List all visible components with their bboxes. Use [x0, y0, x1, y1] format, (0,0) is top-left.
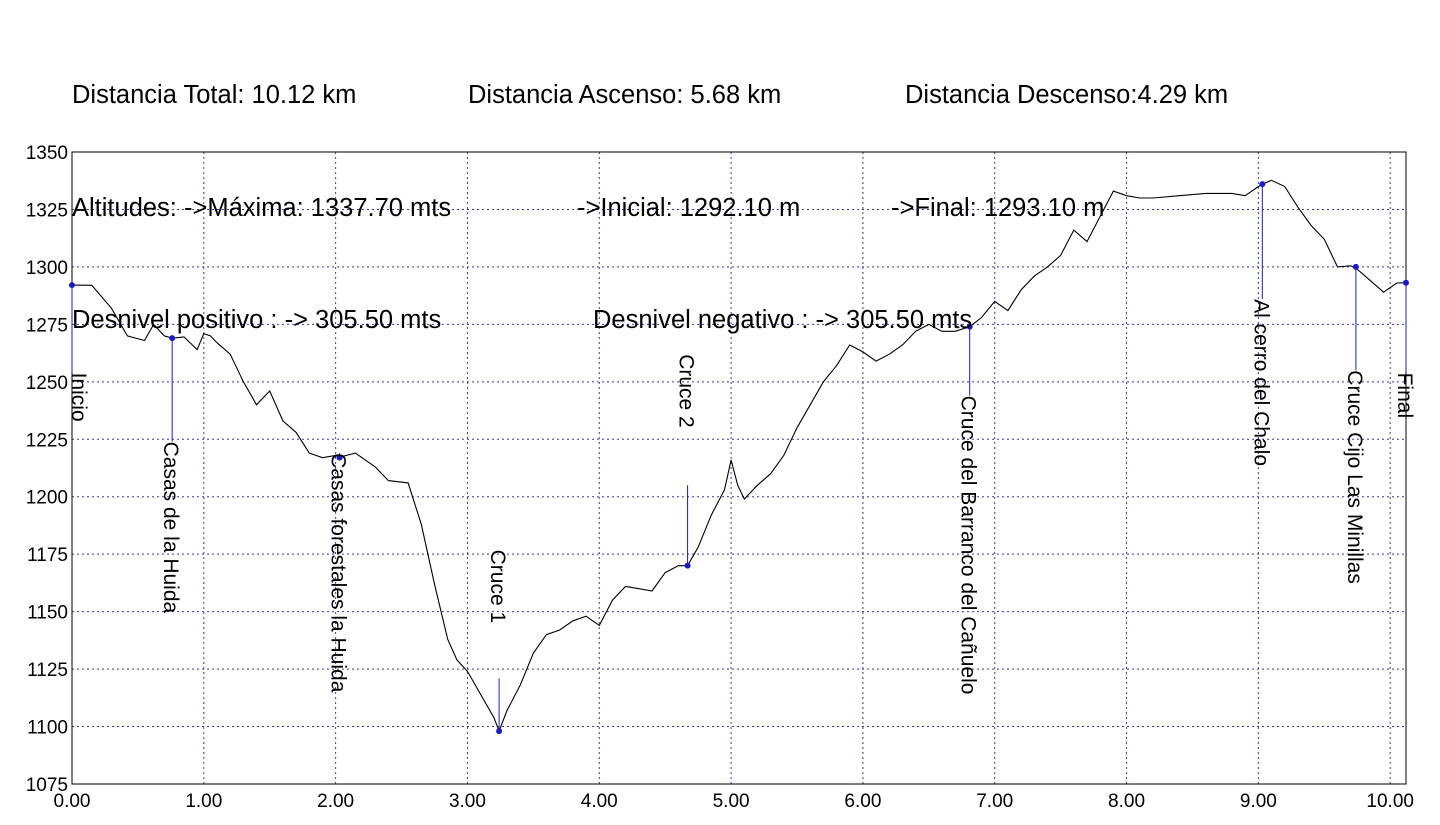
initial-altitude: ->Inicial: 1292.10 m: [577, 193, 801, 222]
y-tick-label: 1125: [27, 660, 68, 681]
ascent-distance: Distancia Ascenso: 5.68 km: [468, 81, 782, 109]
max-altitude: Altitudes: ->Máxima: 1337.70 mts: [72, 193, 452, 222]
plot-frame: [71, 151, 1407, 785]
y-tick-label: 1275: [26, 315, 68, 336]
y-tick-label: 1250: [26, 373, 68, 394]
waypoint-label: Inicio: [67, 373, 90, 422]
y-tick-label: 1200: [26, 488, 68, 509]
x-axis-tick-labels: 0.00 1.00 2.00 3.00 4.00 5.00 6.00 7.00 8.00 9.00…: [54, 791, 1414, 812]
x-tick-label: 10.00: [1366, 791, 1414, 812]
waypoint-marker: [684, 562, 691, 569]
x-tick-label: 8.00: [1108, 791, 1145, 812]
waypoint-marker: [169, 335, 176, 342]
waypoint-label: Casas forestales la Huida: [327, 453, 350, 693]
route-summary: Distancia Total: 10.12 km Distancia Ascen…: [72, 2, 1228, 377]
waypoint-marker: [1352, 263, 1359, 270]
total-distance: Distancia Total: 10.12 km: [72, 81, 357, 109]
y-axis-tick-labels: 1350 1325 1300 1275 1250 1225 1200 1175 1150 1125…: [26, 143, 68, 796]
x-tick-label: 1.00: [185, 791, 222, 812]
waypoint-label: Cruce Cijo Las Minillas: [1343, 370, 1366, 584]
y-tick-label: 1175: [27, 545, 68, 566]
x-tick-label: 0.00: [54, 791, 91, 812]
waypoint-marker: [496, 728, 503, 735]
y-tick-label: 1225: [26, 430, 68, 451]
summary-row-altitudes: Altitudes: ->Máxima: 1337.70 mts ->Inicia…: [72, 190, 1228, 228]
x-tick-label: 6.00: [844, 791, 881, 812]
waypoint-marker: [1259, 181, 1266, 188]
waypoint-marker: [69, 282, 75, 289]
waypoint-label: Final: [1393, 373, 1416, 419]
elevation-line: [71, 179, 1407, 733]
positive-elevation-gain: Desnivel positivo : -> 305.50 mts: [72, 306, 442, 334]
y-tick-label: 1150: [27, 603, 68, 624]
y-tick-label: 1300: [26, 258, 68, 279]
waypoint-marker: [1403, 279, 1409, 286]
x-tick-label: 3.00: [449, 791, 486, 812]
waypoint-marker: [336, 454, 343, 461]
waypoint-label: Al cerro del Chalo: [1249, 299, 1272, 466]
x-tick-label: 2.00: [317, 791, 354, 812]
x-tick-label: 9.00: [1240, 791, 1277, 812]
negative-elevation-gain: Desnivel negativo : -> 305.50 mts: [593, 306, 973, 334]
y-tick-label: 1075: [26, 775, 68, 796]
x-tick-label: 5.00: [713, 791, 750, 812]
waypoint-stems: [71, 184, 1407, 732]
x-tick-label: 7.00: [976, 791, 1013, 812]
y-tick-label: 1350: [26, 143, 68, 164]
final-altitude: ->Final: 1293.10 m: [891, 193, 1105, 222]
waypoint-markers: [69, 181, 1409, 735]
summary-row-elevation-gain: Desnivel positivo : -> 305.50 mts Desnive…: [72, 302, 1228, 340]
waypoint-label: Cruce 2: [675, 354, 698, 428]
waypoint-marker: [966, 323, 973, 330]
y-tick-label: 1100: [27, 718, 68, 739]
y-tick-label: 1325: [26, 200, 68, 221]
waypoint-labels: Inicio Casas de la Huida Casas forestales …: [67, 299, 1416, 694]
waypoint-label: Cruce 1: [486, 550, 509, 624]
descent-distance: Distancia Descenso:4.29 km: [905, 81, 1229, 109]
chart-grid: [72, 152, 1406, 784]
waypoint-label: Casas de la Huida: [159, 442, 182, 614]
waypoint-label: Cruce del Barranco del Cañuelo: [957, 396, 980, 695]
x-tick-label: 4.00: [581, 791, 618, 812]
summary-row-distances: Distancia Total: 10.12 km Distancia Ascen…: [72, 77, 1228, 115]
